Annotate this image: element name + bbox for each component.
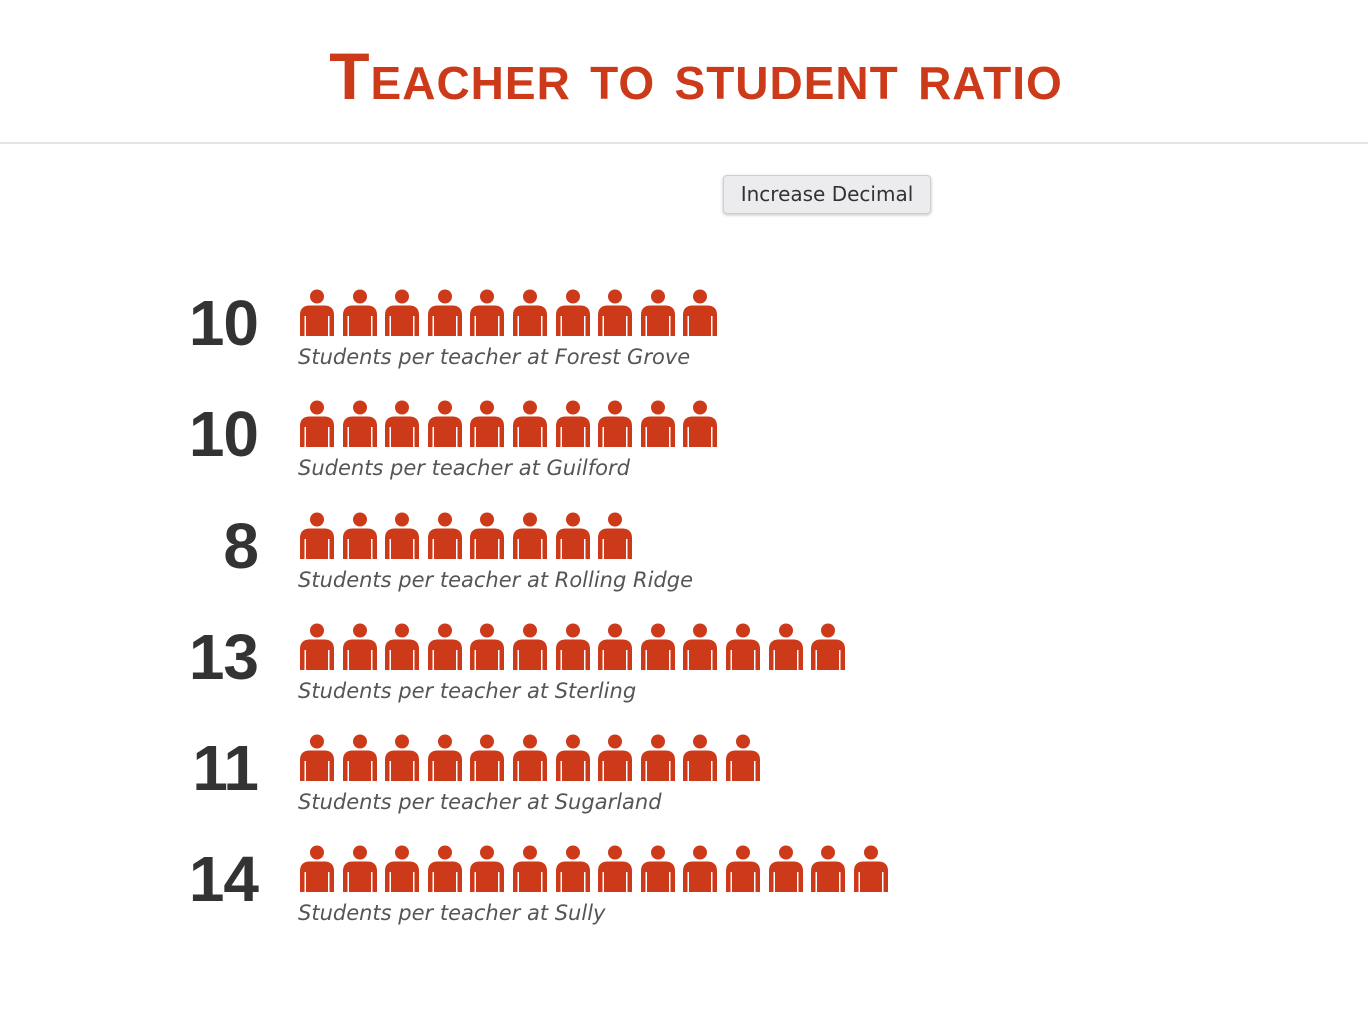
person-icon	[640, 289, 675, 336]
person-icon	[385, 734, 420, 781]
person-icon	[683, 845, 718, 892]
person-icon	[683, 289, 718, 336]
person-icon	[598, 623, 633, 670]
person-icon	[555, 623, 590, 670]
ratio-value: 13	[188, 621, 259, 693]
ratio-caption: Sudents per teacher at Guilford	[298, 456, 630, 480]
ratio-caption: Students per teacher at Sugarland	[298, 790, 662, 814]
student-icons	[298, 845, 894, 893]
student-icons	[298, 289, 724, 337]
person-icon	[640, 400, 675, 447]
person-icon	[811, 845, 846, 892]
person-icon	[683, 734, 718, 781]
ratio-row: 10 Sudents per teacher at Guilford	[0, 400, 1368, 500]
ratio-row: 8 Students per teacher at Rolling Ridge	[0, 512, 1368, 612]
person-icon	[385, 623, 420, 670]
person-icon	[300, 512, 334, 559]
person-icon	[555, 734, 590, 781]
student-icons	[298, 623, 852, 671]
person-icon	[470, 734, 505, 781]
person-icon	[512, 289, 547, 336]
person-icon	[342, 512, 377, 559]
person-icon	[342, 289, 377, 336]
ratio-value: 11	[192, 732, 259, 804]
person-icon	[427, 734, 462, 781]
person-icon	[300, 623, 334, 670]
person-icon	[470, 845, 505, 892]
person-icon	[385, 400, 420, 447]
person-icon	[555, 400, 590, 447]
person-icon	[427, 512, 462, 559]
person-icon	[385, 289, 420, 336]
person-icon	[470, 512, 505, 559]
ratio-row: 13 Students per teacher at Sterling	[0, 623, 1368, 723]
person-icon	[768, 623, 803, 670]
ratio-row: 10 Students per teacher at Forest Grove	[0, 289, 1368, 389]
person-icon	[555, 289, 590, 336]
ratio-value: 8	[223, 510, 259, 582]
person-icon	[342, 400, 377, 447]
person-icon	[342, 734, 377, 781]
person-icon	[512, 734, 547, 781]
person-icon	[385, 845, 420, 892]
person-icon	[598, 845, 633, 892]
ratio-caption: Students per teacher at Sterling	[298, 679, 637, 703]
person-icon	[683, 400, 718, 447]
ratio-row: 14 Students per teacher at Sully	[0, 845, 1368, 945]
person-icon	[512, 400, 547, 447]
person-icon	[598, 512, 633, 559]
ratio-value: 10	[188, 398, 259, 470]
person-icon	[427, 289, 462, 336]
student-icons	[298, 400, 724, 448]
person-icon	[853, 845, 888, 892]
person-icon	[427, 845, 462, 892]
page-title: Teacher to student ratio	[329, 39, 1063, 113]
person-icon	[598, 400, 633, 447]
person-icon	[640, 734, 675, 781]
ratio-row: 11 Students per teacher at Sugarland	[0, 734, 1368, 834]
person-icon	[598, 289, 633, 336]
person-icon	[555, 845, 590, 892]
person-icon	[640, 845, 675, 892]
student-icons	[298, 734, 767, 782]
person-icon	[342, 845, 377, 892]
person-icon	[385, 512, 420, 559]
person-icon	[470, 289, 505, 336]
person-icon	[512, 512, 547, 559]
person-icon	[470, 623, 505, 670]
person-icon	[427, 400, 462, 447]
student-icons	[298, 512, 639, 560]
person-icon	[300, 734, 334, 781]
ratio-caption: Students per teacher at Forest Grove	[298, 345, 691, 369]
person-icon	[725, 623, 760, 670]
increase-decimal-button[interactable]: Increase Decimal	[723, 175, 931, 214]
person-icon	[512, 623, 547, 670]
person-icon	[300, 289, 334, 336]
person-icon	[470, 400, 505, 447]
person-icon	[725, 845, 760, 892]
ratio-value: 10	[188, 287, 259, 359]
ratio-value: 14	[188, 843, 259, 915]
person-icon	[640, 623, 675, 670]
person-icon	[342, 623, 377, 670]
person-icon	[512, 845, 547, 892]
person-icon	[811, 623, 846, 670]
ratio-caption: Students per teacher at Rolling Ridge	[298, 568, 693, 592]
person-icon	[683, 623, 718, 670]
person-icon	[555, 512, 590, 559]
header-divider	[0, 142, 1368, 144]
person-icon	[300, 845, 334, 892]
person-icon	[725, 734, 760, 781]
person-icon	[598, 734, 633, 781]
ratio-caption: Students per teacher at Sully	[298, 901, 606, 925]
person-icon	[427, 623, 462, 670]
person-icon	[768, 845, 803, 892]
person-icon	[300, 400, 334, 447]
